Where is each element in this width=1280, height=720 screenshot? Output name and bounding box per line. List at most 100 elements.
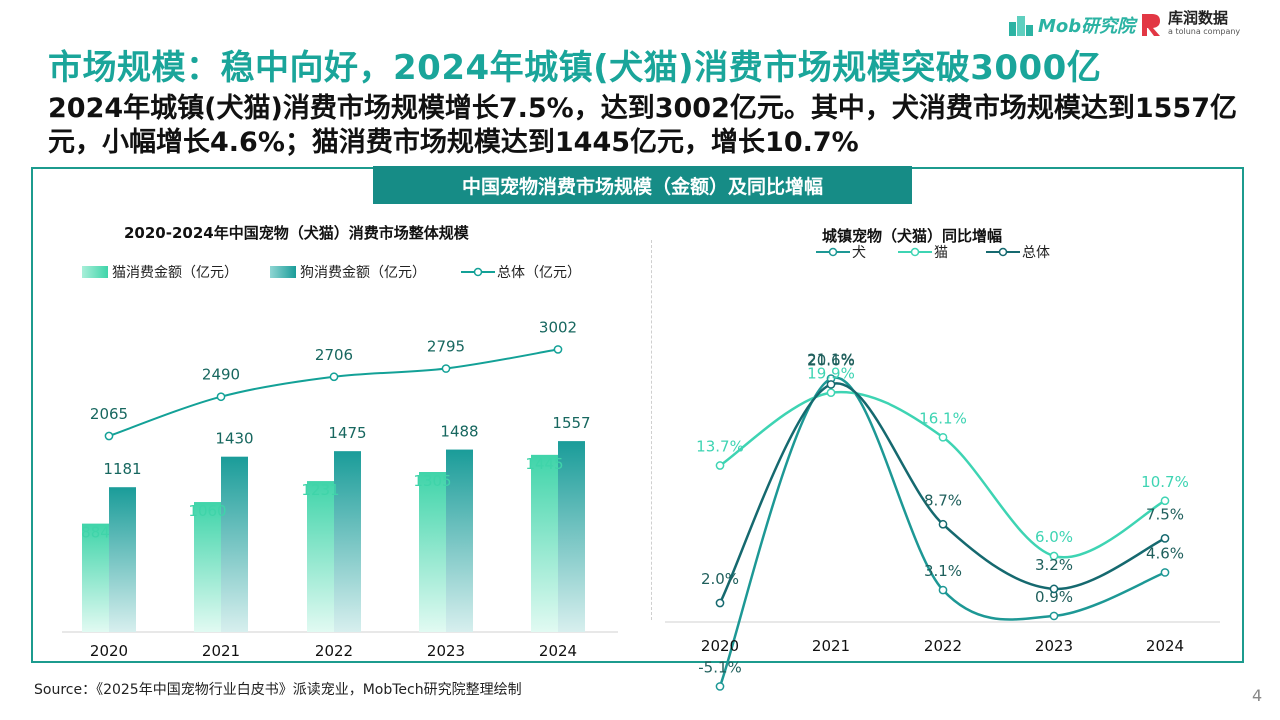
- total-value-label-2022: 2706: [315, 346, 353, 364]
- legend-cat-growth: 猫: [898, 242, 948, 262]
- left-x-tick-2020: 2020: [90, 642, 128, 660]
- total-point-2022: [329, 372, 339, 382]
- page-number: 4: [1252, 686, 1263, 705]
- right-x-tick-2022: 2022: [924, 637, 962, 655]
- total-point-2023: [441, 364, 451, 373]
- legend-cat-label: 猫消费金额（亿元）: [112, 265, 238, 281]
- total-value-label-2020: 2065: [90, 405, 128, 423]
- growth-point-猫-2024: [1160, 496, 1170, 506]
- legend-dog: 狗消费金额（亿元）: [270, 262, 426, 282]
- kurun-logo-icon: [1142, 14, 1160, 36]
- legend-dog-growth: 犬: [816, 242, 866, 262]
- dog-bar-2022: [334, 451, 361, 632]
- dog-bar-2023: [446, 449, 473, 632]
- growth-point-犬-2024: [1160, 568, 1170, 577]
- kurun-logo-sub: a toluna company: [1168, 27, 1241, 36]
- right-x-tick-2021: 2021: [812, 637, 850, 655]
- growth-point-总体-2020: [715, 598, 725, 608]
- kurun-logo-name: 库润数据: [1168, 9, 1229, 27]
- growth-value-label-总体-2021: 20.6%: [807, 351, 855, 369]
- legend-total-line-icon: [461, 267, 495, 277]
- right-x-tick-2024: 2024: [1146, 637, 1184, 655]
- growth-value-label-总体-2020: 2.0%: [701, 570, 739, 588]
- growth-value-label-犬-2020: -5.1%: [698, 658, 742, 676]
- growth-point-猫-2023: [1049, 551, 1059, 561]
- legend-total-growth: 总体: [986, 242, 1050, 262]
- cat-bar-2024: [531, 454, 558, 632]
- legend-dog-growth-line-icon: [816, 247, 850, 257]
- growth-value-label-犬-2024: 4.6%: [1146, 544, 1184, 562]
- legend-total: 总体（亿元）: [461, 262, 581, 282]
- legend-cat-growth-label: 猫: [934, 245, 948, 261]
- growth-point-总体-2023: [1049, 584, 1059, 594]
- cat-bar-2023: [419, 472, 446, 632]
- total-value-label-2023: 2795: [427, 338, 465, 356]
- dog-value-label-2023: 1488: [440, 423, 478, 441]
- building-icon: [1009, 16, 1033, 36]
- total-value-label-2021: 2490: [202, 366, 240, 384]
- total-value-label-2024: 3002: [539, 318, 577, 336]
- cat-value-label-2022: 1231: [301, 481, 339, 499]
- growth-point-犬-2022: [938, 585, 948, 595]
- total-point-2020: [104, 431, 114, 441]
- legend-total-label: 总体（亿元）: [497, 265, 581, 281]
- dog-value-label-2021: 1430: [215, 430, 253, 448]
- growth-value-label-猫-2021: 19.9%: [807, 365, 855, 383]
- right-x-tick-2023: 2023: [1035, 637, 1073, 655]
- dog-bar-2024: [558, 441, 585, 632]
- left-x-tick-2023: 2023: [427, 642, 465, 660]
- growth-value-label-猫-2022: 16.1%: [919, 409, 967, 427]
- legend-dog-growth-label: 犬: [852, 245, 866, 261]
- cat-value-label-2023: 1305: [413, 472, 451, 490]
- growth-value-label-猫-2023: 6.0%: [1035, 528, 1073, 546]
- source-note: Source：《2025年中国宠物行业白皮书》派读宠业，MobTech研究院整理…: [34, 682, 522, 698]
- growth-value-label-猫-2020: 13.7%: [696, 438, 744, 456]
- dog-value-label-2020: 1181: [103, 460, 141, 478]
- growth-value-label-犬-2021: 21.1%: [807, 351, 855, 369]
- growth-line-犬: [718, 376, 1166, 687]
- legend-dog-label: 狗消费金额（亿元）: [300, 265, 426, 281]
- growth-value-label-猫-2024: 10.7%: [1141, 473, 1189, 491]
- total-point-2024: [553, 345, 563, 354]
- right-chart-title: 城镇宠物（犬猫）同比增幅: [822, 227, 1003, 245]
- growth-value-label-犬-2023: 0.9%: [1035, 588, 1073, 606]
- cat-value-label-2021: 1060: [188, 502, 226, 520]
- mob-logo: Mob研究院: [1008, 8, 1135, 42]
- growth-value-label-犬-2022: 3.1%: [924, 562, 962, 580]
- left-chart-title: 2020-2024年中国宠物（犬猫）消费市场整体规模: [124, 224, 469, 242]
- cat-value-label-2020: 884: [81, 524, 110, 542]
- panel-divider: [651, 240, 652, 620]
- legend-dog-swatch: [270, 266, 296, 278]
- cat-bar-2021: [194, 502, 221, 632]
- right-x-tick-2020: 2020: [701, 637, 739, 655]
- growth-point-猫-2022: [938, 432, 948, 442]
- dog-bar-2020: [109, 487, 136, 632]
- kurun-logo: 库润数据 a toluna company: [1140, 8, 1240, 42]
- dog-bar-2021: [221, 456, 248, 632]
- growth-point-犬-2023: [1049, 611, 1059, 621]
- dog-value-label-2024: 1557: [552, 414, 590, 432]
- legend-cat-growth-line-icon: [898, 247, 932, 257]
- left-x-tick-2022: 2022: [315, 642, 353, 660]
- growth-value-label-总体-2022: 8.7%: [924, 491, 962, 509]
- legend-total-growth-label: 总体: [1022, 245, 1050, 261]
- mob-logo-text: Mob研究院: [1038, 16, 1136, 37]
- legend-total-growth-line-icon: [986, 247, 1020, 257]
- page-subtitle: 2024年城镇(犬猫)消费市场规模增长7.5%，达到3002亿元。其中，犬消费市…: [48, 93, 1238, 158]
- growth-point-犬-2020: [715, 682, 725, 691]
- cat-bar-2020: [82, 523, 109, 632]
- growth-point-猫-2020: [715, 461, 725, 470]
- growth-point-总体-2024: [1160, 534, 1170, 543]
- growth-value-label-总体-2024: 7.5%: [1146, 505, 1184, 523]
- growth-point-总体-2021: [826, 380, 836, 389]
- total-point-2021: [216, 392, 226, 402]
- growth-point-猫-2021: [826, 388, 836, 398]
- growth-point-总体-2022: [938, 519, 948, 529]
- growth-line-总体: [718, 382, 1166, 604]
- left-x-tick-2021: 2021: [202, 642, 240, 660]
- dog-value-label-2022: 1475: [328, 424, 366, 442]
- cat-bar-2022: [307, 481, 334, 632]
- left-x-tick-2024: 2024: [539, 642, 577, 660]
- legend-cat-swatch: [82, 266, 108, 278]
